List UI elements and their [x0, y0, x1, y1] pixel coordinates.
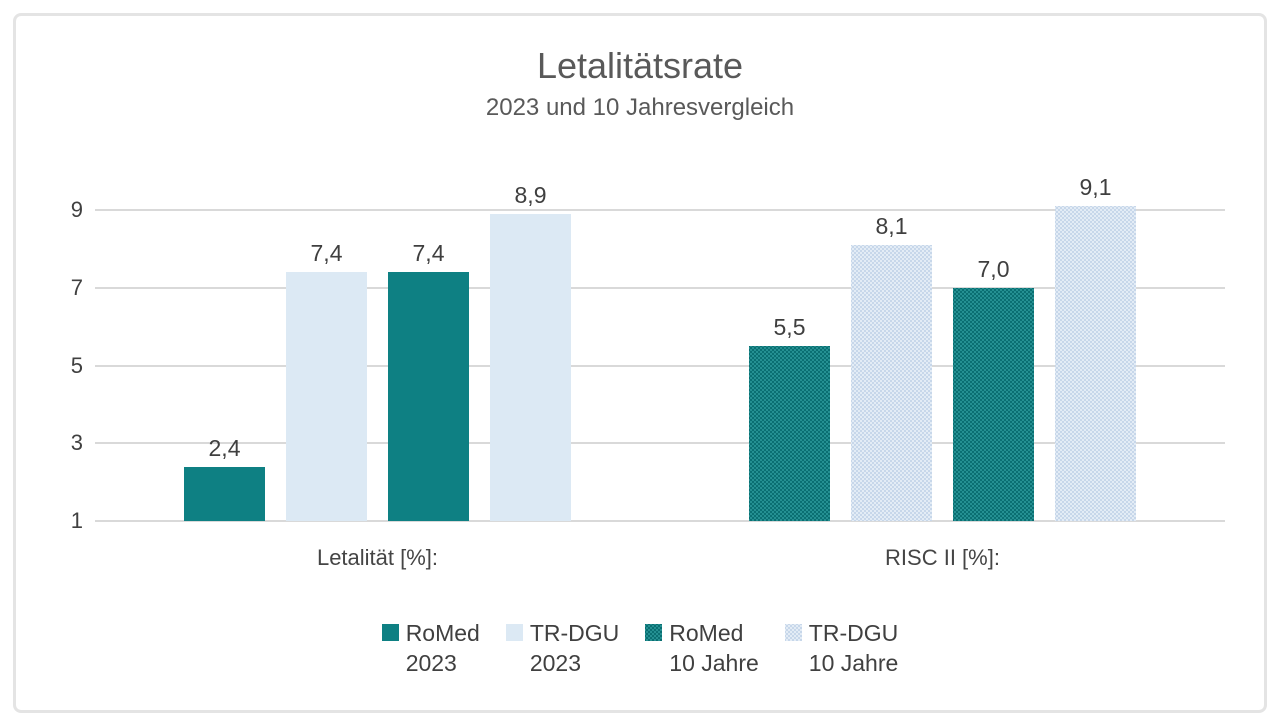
- legend-label: RoMed 2023: [406, 618, 480, 678]
- legend-label-line1: TR-DGU: [529, 620, 620, 646]
- bar-value-label: 8,1: [875, 213, 908, 239]
- bar-value-label: 2,4: [208, 434, 241, 461]
- legend-swatch-teal-solid: [381, 624, 399, 641]
- legend-label-line2: 2023: [529, 650, 582, 676]
- bar-tr-dgu-2023: 8,1: [851, 213, 932, 521]
- legend-label-line2: 10 Jahre: [669, 650, 759, 676]
- gridline: [95, 520, 1225, 522]
- chart-header: Letalitätsrate 2023 und 10 Jahresverglei…: [0, 44, 1280, 124]
- legend: RoMed 2023 TR-DGU 2023 RoMed 10 Jahre TR-DGU 10…: [0, 618, 1280, 678]
- y-axis-tick-label: 3: [70, 430, 83, 456]
- legend-label-line1: RoMed: [405, 620, 480, 646]
- y-axis-tick-label: 1: [70, 508, 83, 533]
- bar-row: 2,4 7,4 7,4 8,9: [95, 182, 660, 521]
- legend-item: RoMed 2023: [381, 618, 480, 678]
- gridline: [95, 286, 1225, 289]
- plot-area: 1 3 5 7 9 2,4 7,4 7,4 8,9 Letalität [%]: 5,5 8,1 7,0…: [71, 174, 1225, 570]
- bar-group: 5,5 8,1 7,0 9,1 RISC II [%]:: [660, 174, 1225, 570]
- y-axis-tick-label: 9: [70, 197, 83, 222]
- bar-value-label: 7,0: [977, 255, 1010, 282]
- bar-tr-dgu-2023: 7,4: [286, 240, 367, 521]
- category-label: RISC II [%]:: [885, 545, 1000, 570]
- y-axis-tick-label: 5: [70, 352, 83, 378]
- bar-romed-2023: 2,4: [184, 435, 265, 521]
- gridline: [95, 209, 1225, 211]
- bar-value-label: 7,4: [412, 240, 445, 267]
- bar-row: 5,5 8,1 7,0 9,1: [660, 174, 1225, 521]
- legend-swatch-blue-solid: [505, 624, 523, 641]
- gridline: [95, 364, 1225, 367]
- bar-romed-10-jahre: 7,4: [388, 240, 469, 521]
- legend-swatch-blue-dotted: [784, 624, 802, 641]
- gridline: [95, 442, 1225, 445]
- y-axis-tick-label: 7: [70, 274, 83, 300]
- legend-label: TR-DGU 2023: [530, 618, 619, 678]
- bar-tr-dgu-10-jahre: 9,1: [1055, 174, 1136, 521]
- bar-value-label: 8,9: [514, 181, 547, 208]
- bar-value-label: 5,5: [773, 314, 806, 341]
- legend-item: TR-DGU 10 Jahre: [784, 618, 899, 678]
- legend-label: TR-DGU 10 Jahre: [809, 618, 899, 678]
- legend-label-line1: TR-DGU: [808, 620, 899, 646]
- bar-romed-2023: 5,5: [749, 314, 830, 521]
- legend-label: RoMed 10 Jahre: [669, 618, 759, 678]
- bar-group: 2,4 7,4 7,4 8,9 Letalität [%]:: [95, 182, 660, 570]
- legend-item: TR-DGU 2023: [505, 618, 619, 678]
- bar-tr-dgu-10-jahre: 8,9: [490, 182, 571, 521]
- category-label: Letalität [%]:: [316, 545, 439, 570]
- bar-romed-10-jahre: 7,0: [953, 256, 1034, 521]
- bar-value-label: 9,1: [1079, 174, 1112, 201]
- legend-swatch-teal-dotted: [645, 624, 663, 641]
- bar-value-label: 7,4: [310, 240, 343, 267]
- chart-subtitle: 2023 und 10 Jahresvergleich: [485, 94, 795, 121]
- legend-label-line1: RoMed: [669, 620, 744, 646]
- legend-item: RoMed 10 Jahre: [645, 618, 759, 678]
- legend-label-line2: 10 Jahre: [808, 650, 899, 676]
- chart-title: Letalitätsrate: [536, 45, 744, 86]
- legend-label-line2: 2023: [405, 650, 457, 676]
